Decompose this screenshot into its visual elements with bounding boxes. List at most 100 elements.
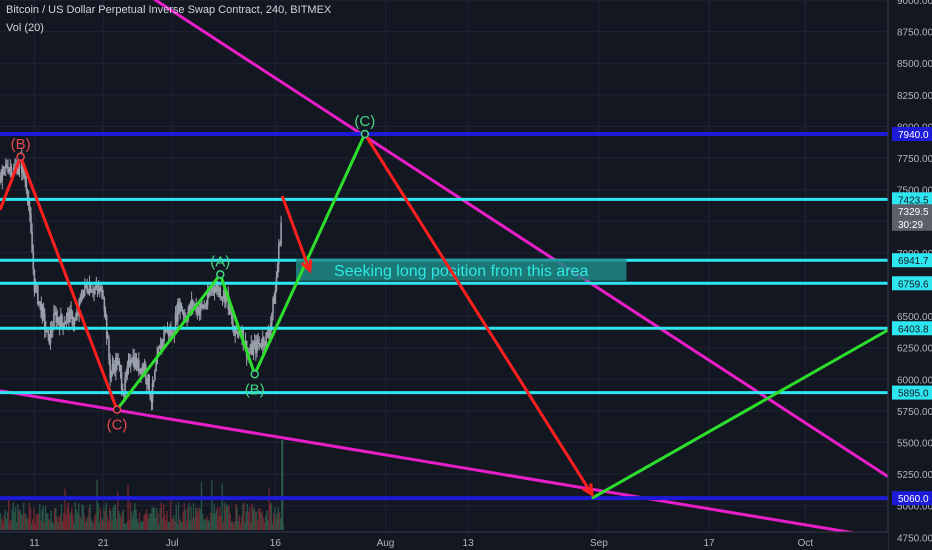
volume-bar — [196, 508, 198, 530]
volume-bar — [266, 510, 268, 530]
price-candle — [261, 330, 264, 354]
volume-bar — [159, 508, 161, 530]
candle-body — [9, 167, 12, 169]
price-candle — [60, 307, 62, 329]
candle-body — [265, 332, 267, 346]
candle-body — [232, 319, 234, 329]
price-candle — [113, 360, 116, 377]
price-candle — [1, 164, 4, 190]
candle-body — [182, 311, 185, 316]
candle-body — [183, 315, 186, 317]
candle-body — [190, 300, 193, 309]
candle-body — [68, 312, 70, 323]
candle-body — [39, 301, 41, 303]
volume-bar — [47, 513, 49, 530]
candle-body — [108, 338, 110, 360]
candle-body — [65, 315, 68, 323]
price-axis-tick-label: 5500.00 — [897, 439, 932, 450]
candle-body — [256, 339, 258, 353]
candle-body — [267, 331, 270, 337]
price-level-tag: 5060.0 — [898, 494, 929, 505]
volume-bar — [69, 511, 72, 530]
volume-bar — [89, 504, 91, 530]
price-candle — [30, 207, 32, 235]
candle-body — [222, 290, 225, 298]
volume-bar — [231, 521, 234, 530]
volume-bar — [130, 511, 133, 530]
price-candle — [109, 353, 111, 387]
candle-body — [1, 168, 4, 181]
volume-bar — [88, 507, 90, 530]
price-candle — [152, 380, 155, 388]
volume-bar — [189, 520, 191, 530]
candle-body — [279, 243, 281, 245]
price-axis-tick-label: 7750.00 — [897, 154, 932, 165]
volume-bar — [246, 503, 249, 530]
volume-bar — [123, 523, 126, 530]
price-candle — [6, 159, 8, 169]
candle-body — [3, 167, 6, 169]
volume-bar — [145, 509, 148, 530]
candle-body — [60, 314, 62, 329]
price-candle — [86, 278, 88, 295]
volume-bar — [222, 521, 224, 530]
volume-bar — [242, 504, 244, 530]
candle-body — [126, 365, 129, 376]
candle-body — [131, 360, 133, 363]
price-candle — [154, 369, 156, 381]
candle-body — [277, 244, 280, 265]
volume-bar — [100, 517, 103, 530]
price-axis-tick-label: 7500.00 — [897, 186, 932, 197]
price-candle — [58, 316, 61, 336]
price-candle — [61, 313, 63, 329]
volume-bar — [12, 502, 15, 530]
volume-bar — [176, 523, 179, 530]
volume-bar — [199, 508, 202, 530]
price-candle — [274, 284, 277, 305]
volume-bar — [188, 502, 190, 530]
candle-body — [16, 165, 19, 175]
candle-body — [266, 331, 269, 333]
volume-bar — [44, 505, 47, 530]
candle-body — [125, 375, 128, 378]
price-candle — [181, 306, 184, 315]
volume-bar — [175, 504, 177, 530]
volume-bar — [24, 513, 26, 530]
candle-body — [92, 291, 94, 293]
price-candle — [132, 348, 134, 367]
volume-bar — [98, 522, 101, 530]
price-candle — [56, 309, 59, 328]
volume-bar — [278, 512, 281, 530]
volume-bar — [105, 502, 107, 530]
candle-body — [22, 165, 24, 174]
volume-bar — [227, 506, 229, 530]
candle-body — [50, 328, 53, 332]
arrowhead-decline — [581, 483, 594, 498]
candle-body — [113, 366, 116, 373]
volume-bar — [19, 509, 21, 530]
volume-bar — [63, 513, 65, 530]
price-level-tag: 7423.5 — [898, 195, 929, 206]
volume-bar — [208, 521, 211, 530]
price-candle — [273, 292, 276, 305]
volume-bar — [226, 503, 228, 530]
candle-body — [212, 287, 215, 289]
candle-body — [54, 312, 56, 314]
volume-bar — [2, 522, 4, 530]
candle-body — [0, 175, 2, 181]
price-candle — [272, 296, 274, 321]
price-candle — [252, 340, 255, 361]
volume-bar — [183, 503, 185, 530]
candle-body — [196, 307, 199, 313]
price-candle — [25, 174, 28, 195]
volume-bar — [102, 520, 104, 530]
volume-bar — [104, 511, 106, 530]
candle-body — [23, 165, 25, 177]
volume-bar — [4, 509, 6, 530]
candle-body — [62, 322, 64, 328]
volume-bar — [127, 484, 129, 530]
trend-line-upper-channel — [152, 0, 889, 478]
price-candle — [126, 361, 129, 381]
volume-bar — [254, 511, 257, 530]
